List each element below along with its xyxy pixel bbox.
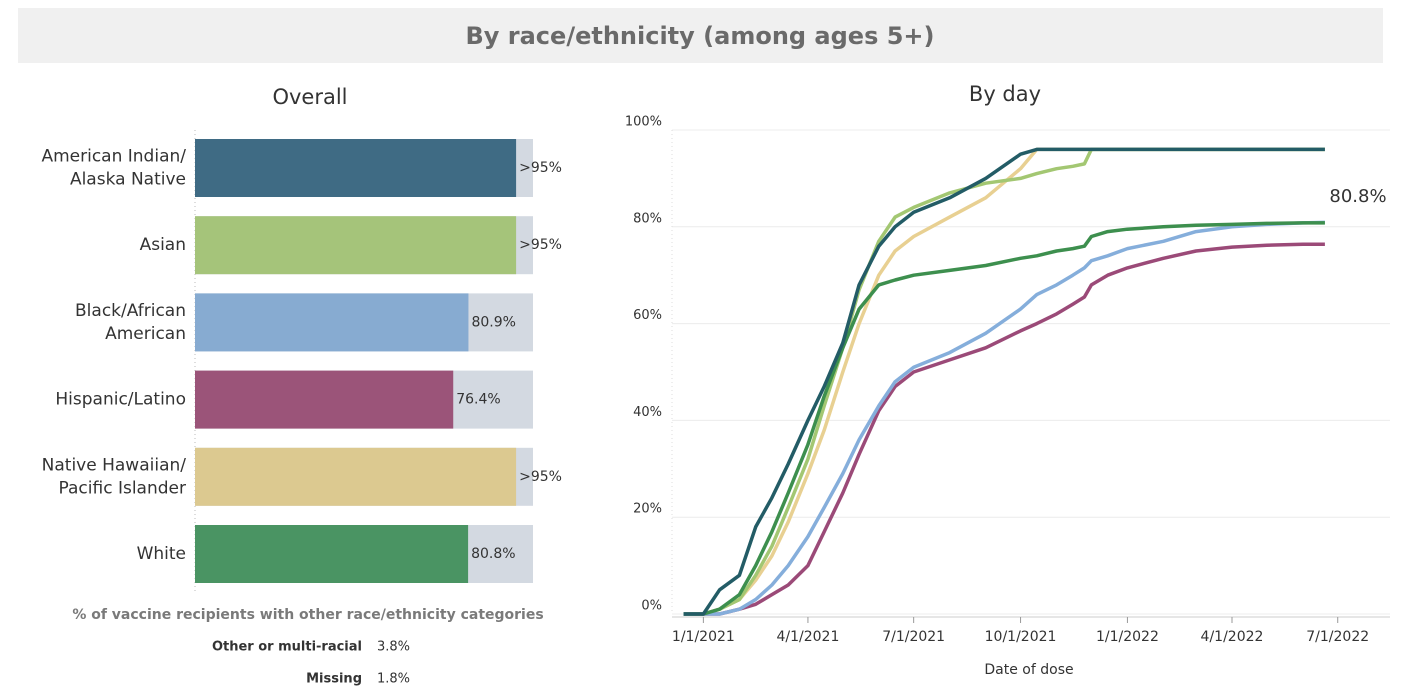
other-value: 1.8% bbox=[377, 672, 410, 687]
y-tick-label: 80% bbox=[633, 211, 662, 226]
y-tick-label: 0% bbox=[641, 599, 662, 614]
bar bbox=[195, 293, 469, 352]
end-label: 80.8% bbox=[1329, 186, 1386, 207]
x-tick-label: 1/1/2022 bbox=[1096, 629, 1159, 645]
y-tick-label: 100% bbox=[625, 115, 662, 130]
x-tick-label: 7/1/2021 bbox=[882, 629, 945, 645]
bar bbox=[195, 216, 517, 275]
other-label: Missing bbox=[306, 672, 362, 687]
category-label: Black/African American bbox=[75, 301, 186, 344]
x-tick-label: 10/1/2021 bbox=[985, 629, 1057, 645]
category-label: White bbox=[137, 544, 186, 564]
bar-chart-title: Overall bbox=[272, 85, 347, 109]
other-label: Other or multi-racial bbox=[212, 640, 362, 655]
x-tick-label: 4/1/2021 bbox=[776, 629, 839, 645]
header-title: By race/ethnicity (among ages 5+) bbox=[465, 22, 934, 50]
y-tick-label: 20% bbox=[633, 502, 662, 517]
series-line bbox=[683, 147, 1325, 616]
category-label: Native Hawaiian/Pacific Islander bbox=[42, 455, 187, 498]
value-label: 80.9% bbox=[471, 314, 515, 330]
series-line bbox=[683, 220, 1325, 616]
y-tick-label: 60% bbox=[633, 308, 662, 323]
value-label: >95% bbox=[519, 469, 562, 485]
bar bbox=[195, 447, 517, 506]
x-tick-label: 4/1/2022 bbox=[1201, 629, 1264, 645]
x-tick-label: 1/1/2021 bbox=[672, 629, 735, 645]
value-label: >95% bbox=[519, 160, 562, 176]
value-label: 80.8% bbox=[471, 546, 515, 562]
bar bbox=[195, 139, 517, 197]
other-title: % of vaccine recipients with other race/… bbox=[72, 607, 543, 623]
category-label: American Indian/Alaska Native bbox=[41, 147, 186, 190]
line-chart-title: By day bbox=[969, 82, 1041, 106]
header-band bbox=[18, 8, 1383, 63]
value-label: >95% bbox=[519, 237, 562, 253]
other-value: 3.8% bbox=[377, 640, 410, 655]
series-line bbox=[683, 242, 1325, 616]
x-tick-label: 7/1/2022 bbox=[1306, 629, 1369, 645]
series-line bbox=[683, 147, 1325, 616]
value-label: 76.4% bbox=[456, 392, 500, 408]
category-label: Asian bbox=[140, 235, 186, 255]
series-line bbox=[683, 221, 1325, 616]
x-axis-label: Date of dose bbox=[984, 662, 1073, 678]
y-tick-label: 40% bbox=[633, 405, 662, 420]
bar bbox=[195, 525, 469, 583]
bar bbox=[195, 370, 454, 429]
series-line bbox=[683, 147, 1325, 616]
category-label: Hispanic/Latino bbox=[55, 390, 186, 410]
